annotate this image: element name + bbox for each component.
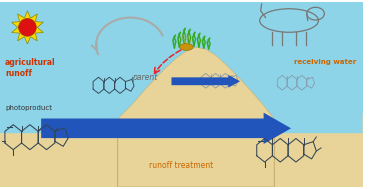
Text: runoff treatment: runoff treatment <box>149 161 213 170</box>
Circle shape <box>18 19 36 36</box>
Polygon shape <box>196 2 363 133</box>
Polygon shape <box>118 47 275 187</box>
Polygon shape <box>11 11 43 44</box>
Text: receiving water: receiving water <box>294 59 356 65</box>
FancyArrow shape <box>171 75 240 88</box>
FancyArrow shape <box>41 113 291 144</box>
Ellipse shape <box>179 43 193 50</box>
Polygon shape <box>0 2 196 133</box>
Bar <box>0 2 363 133</box>
Text: agricultural
runoff: agricultural runoff <box>5 58 55 78</box>
Bar <box>0 114 363 187</box>
Text: parent: parent <box>132 73 158 82</box>
Text: photoproduct: photoproduct <box>5 105 52 111</box>
